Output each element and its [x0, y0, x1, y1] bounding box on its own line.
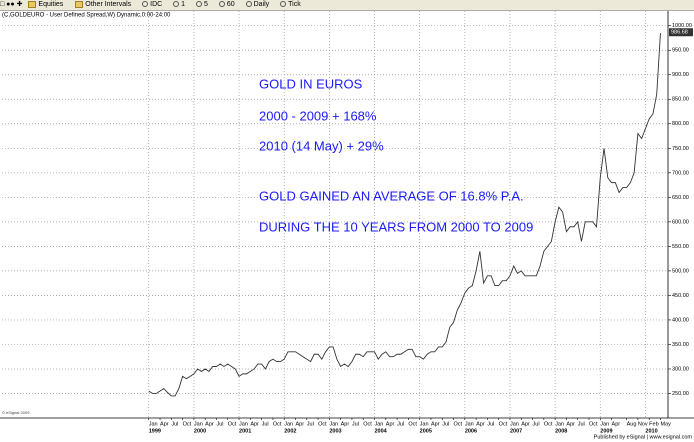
x-tick-label: Apr	[205, 421, 214, 427]
x-year-label: 2005	[420, 428, 432, 434]
annotation: DURING THE 10 YEARS FROM 2000 TO 2009	[259, 219, 533, 234]
x-tick-label: Apr	[612, 421, 621, 427]
x-tick-label: Jul	[307, 421, 314, 427]
x-tick-label: Jul	[397, 421, 404, 427]
x-year-label: 2002	[284, 428, 296, 434]
toolbar-item[interactable]: 1	[181, 1, 186, 8]
x-tick-label: Oct	[454, 421, 463, 427]
x-tick-label: Oct	[183, 421, 192, 427]
y-tick-label: 350.00	[672, 342, 689, 348]
x-tick-label: Jul	[171, 421, 178, 427]
x-tick-label: Apr	[566, 421, 575, 427]
copyright: © eSignal 2009	[2, 410, 30, 415]
toolbar-buttons: □ ●● ✚	[0, 1, 23, 8]
x-tick-label: Jan	[149, 421, 158, 427]
chart: (C,GOLDEURO - User Defined Spread,W) Dyn…	[0, 11, 694, 442]
x-tick-label: Apr	[431, 421, 440, 427]
x-tick-label: Jan	[555, 421, 564, 427]
y-tick-label: 650.00	[672, 195, 689, 201]
x-tick-label: Jan	[600, 421, 609, 427]
y-tick-label: 550.00	[672, 244, 689, 250]
x-year-label: 2008	[555, 428, 567, 434]
y-tick-label: 900.00	[672, 72, 689, 78]
x-tick-label: Apr	[341, 421, 350, 427]
x-year-label: 2000	[194, 428, 206, 434]
x-tick-label: May	[660, 421, 671, 427]
x-tick-label: Jan	[329, 421, 338, 427]
y-tick-label: 1000.00	[672, 23, 692, 29]
x-year-label: 2010	[645, 428, 657, 434]
x-tick-label: Oct	[273, 421, 282, 427]
last-value-box	[669, 28, 693, 37]
x-tick-label: Jan	[239, 421, 248, 427]
y-tick-label: 800.00	[672, 121, 689, 127]
x-year-label: 2006	[465, 428, 477, 434]
toolbar-item[interactable]: Equities	[38, 1, 64, 8]
x-year-label: 2007	[510, 428, 522, 434]
y-tick-label: 450.00	[672, 293, 689, 299]
toolbar-item[interactable]: 5	[204, 1, 208, 8]
annotation: 2000 - 2009 + 168%	[259, 108, 377, 123]
y-tick-label: 600.00	[672, 219, 689, 225]
x-tick-label: Jul	[352, 421, 359, 427]
x-tick-label: Nov	[638, 421, 648, 427]
x-year-label: 2009	[600, 428, 612, 434]
toolbar: □ ●● ✚ Equities Other Intervals IDC 1 5 …	[0, 0, 694, 11]
x-tick-label: Jul	[487, 421, 494, 427]
x-tick-label: Aug	[627, 421, 637, 427]
publisher: Published by eSignal | www.esignal.com	[594, 434, 693, 440]
last-value-label: 986.68	[671, 30, 688, 36]
x-tick-label: Jul	[262, 421, 269, 427]
x-tick-label: Apr	[295, 421, 304, 427]
x-tick-label: Apr	[521, 421, 530, 427]
y-tick-label: 950.00	[672, 48, 689, 54]
y-tick-label: 300.00	[672, 366, 689, 372]
x-tick-label: Jan	[465, 421, 474, 427]
annotation: GOLD GAINED AN AVERAGE OF 16.8% P.A.	[259, 188, 524, 203]
x-tick-label: Jul	[442, 421, 449, 427]
x-tick-label: Oct	[408, 421, 417, 427]
x-tick-label: Oct	[318, 421, 327, 427]
annotation: 2010 (14 May) + 29%	[259, 138, 384, 153]
x-year-label: 2001	[239, 428, 251, 434]
x-tick-label: Jul	[533, 421, 540, 427]
x-tick-label: Jan	[510, 421, 519, 427]
x-tick-label: Jan	[194, 421, 203, 427]
x-tick-label: Apr	[386, 421, 395, 427]
toolbar-item[interactable]: Other Intervals	[85, 1, 132, 8]
annotation: GOLD IN EUROS	[259, 76, 363, 91]
toolbar-item[interactable]: Daily	[253, 1, 270, 8]
y-tick-label: 750.00	[672, 146, 689, 152]
toolbar-item[interactable]: Tick	[288, 1, 301, 8]
x-tick-label: Jul	[578, 421, 585, 427]
x-tick-label: Jan	[375, 421, 384, 427]
y-tick-label: 700.00	[672, 170, 689, 176]
x-tick-label: Oct	[363, 421, 372, 427]
toolbar-item[interactable]: 60	[226, 1, 235, 8]
x-tick-label: Apr	[250, 421, 259, 427]
x-tick-label: Jul	[216, 421, 223, 427]
x-tick-label: Jan	[284, 421, 293, 427]
chart-header: (C,GOLDEURO - User Defined Spread,W) Dyn…	[2, 13, 171, 19]
x-tick-label: Oct	[544, 421, 553, 427]
y-tick-label: 400.00	[672, 317, 689, 323]
y-tick-label: 850.00	[672, 97, 689, 103]
x-tick-label: Apr	[160, 421, 169, 427]
x-tick-label: Feb	[649, 421, 658, 427]
x-tick-label: Oct	[228, 421, 237, 427]
x-year-label: 2004	[375, 428, 388, 434]
price-line	[148, 33, 661, 397]
x-tick-label: Oct	[589, 421, 598, 427]
y-tick-label: 250.00	[672, 391, 689, 397]
x-year-label: 2003	[329, 428, 341, 434]
y-tick-label: 500.00	[672, 268, 689, 274]
x-tick-label: Apr	[476, 421, 485, 427]
x-tick-label: Jan	[420, 421, 429, 427]
x-tick-label: Oct	[499, 421, 508, 427]
x-year-label: 1999	[149, 428, 161, 434]
toolbar-item[interactable]: IDC	[150, 1, 163, 8]
